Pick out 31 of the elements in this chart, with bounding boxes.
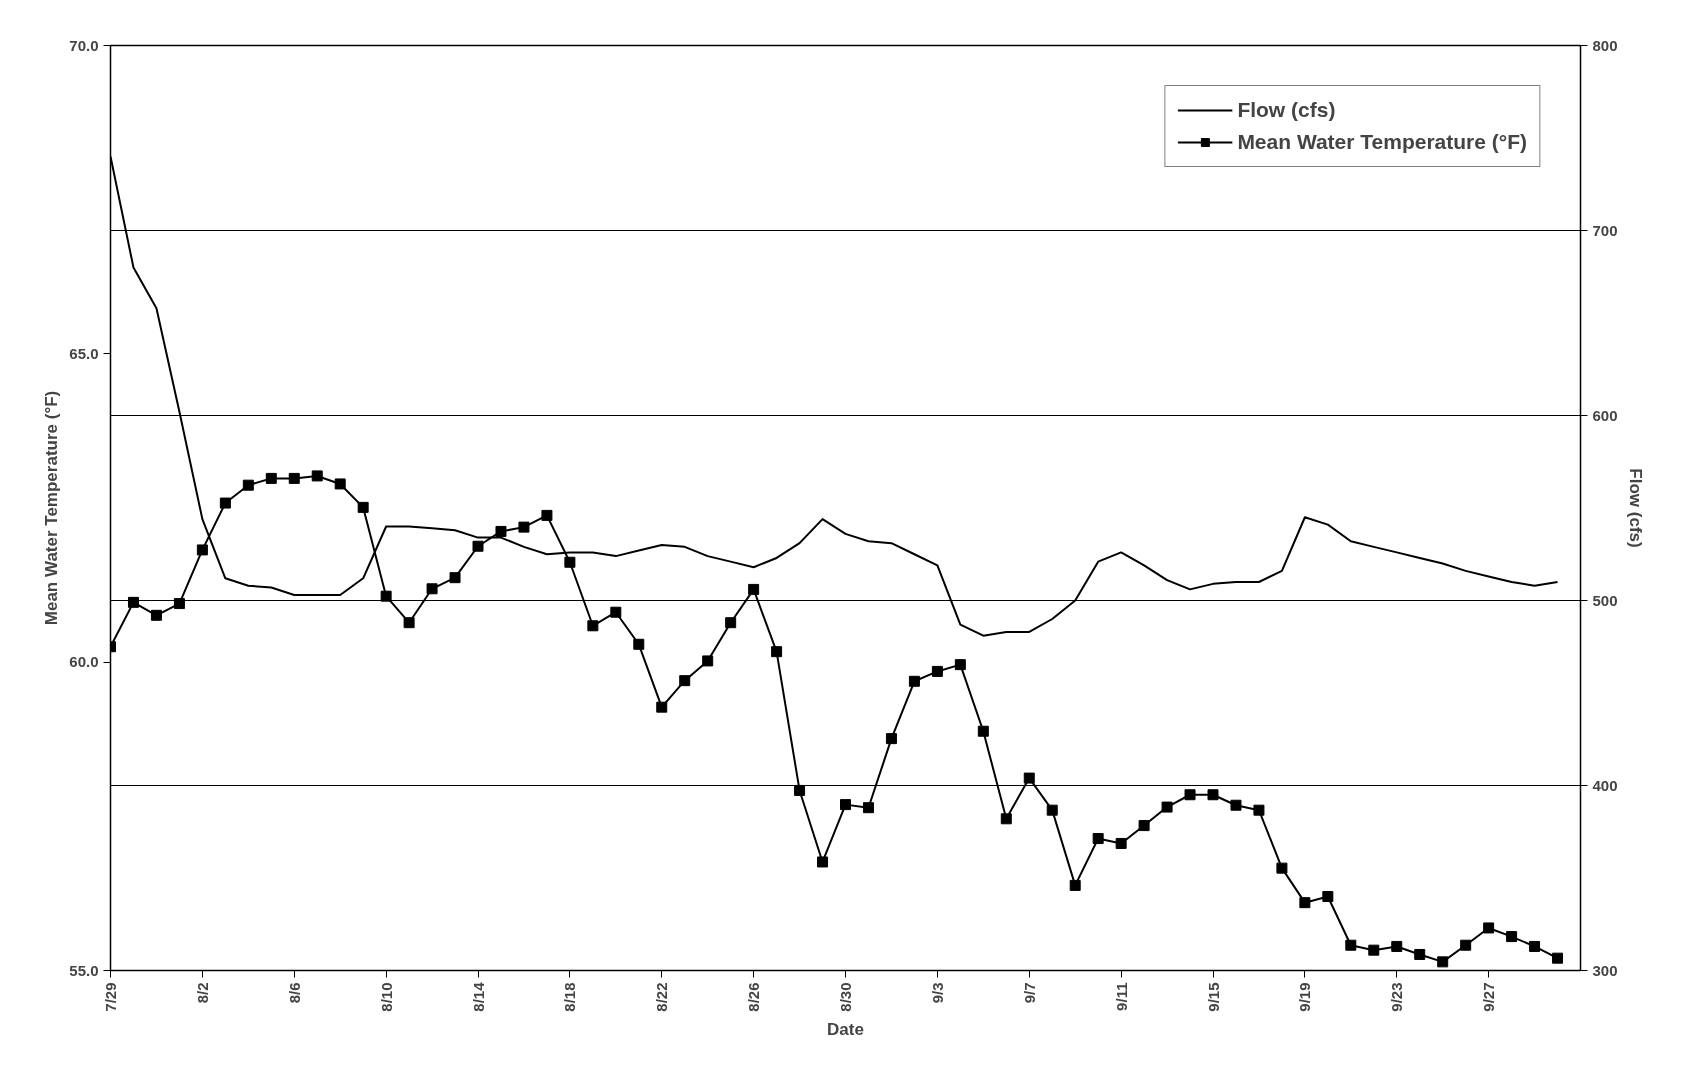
x-tick-label: 8/10 (377, 982, 395, 1012)
y-axis-title: Mean Water Temperature (°F) (42, 390, 62, 626)
x-tick-label: 9/27 (1480, 982, 1498, 1012)
y2-tick-label: 400 (1592, 776, 1618, 794)
x-tick-label: 9/3 (928, 982, 946, 1004)
y-tick-label: 65.0 (69, 344, 99, 362)
y-tick-label: 70.0 (69, 36, 99, 54)
x-tick-label: 9/7 (1020, 982, 1038, 1004)
x-tick-label: 7/29 (102, 982, 119, 1012)
x-tick-label: 8/2 (193, 982, 211, 1004)
x-tick-label: 9/23 (1388, 982, 1406, 1012)
y2-axis-title: Flow (cfs) (1625, 468, 1645, 548)
y-tick-label: 60.0 (69, 653, 99, 671)
x-tick-label: 9/15 (1204, 982, 1222, 1012)
y-tick-label: 55.0 (69, 961, 99, 979)
x-tick-label: 8/6 (285, 982, 303, 1004)
legend-label: Flow (cfs) (1237, 98, 1336, 122)
x-tick-label: 9/11 (1112, 982, 1130, 1011)
x-tick-label: 8/18 (561, 982, 579, 1012)
x-tick-label: 8/26 (745, 982, 763, 1012)
x-tick-label: 8/22 (653, 982, 671, 1012)
y2-tick-label: 300 (1592, 961, 1618, 979)
y2-tick-label: 700 (1592, 221, 1618, 239)
y2-tick-label: 800 (1592, 36, 1618, 54)
x-axis-title: Date (827, 1019, 864, 1039)
x-tick-label: 8/30 (837, 982, 854, 1012)
y2-tick-label: 600 (1592, 406, 1618, 424)
legend-label: Mean Water Temperature (°F) (1237, 130, 1527, 154)
x-tick-label: 8/14 (469, 981, 487, 1012)
x-tick-label: 9/19 (1296, 982, 1314, 1012)
y2-tick-label: 500 (1592, 591, 1618, 609)
